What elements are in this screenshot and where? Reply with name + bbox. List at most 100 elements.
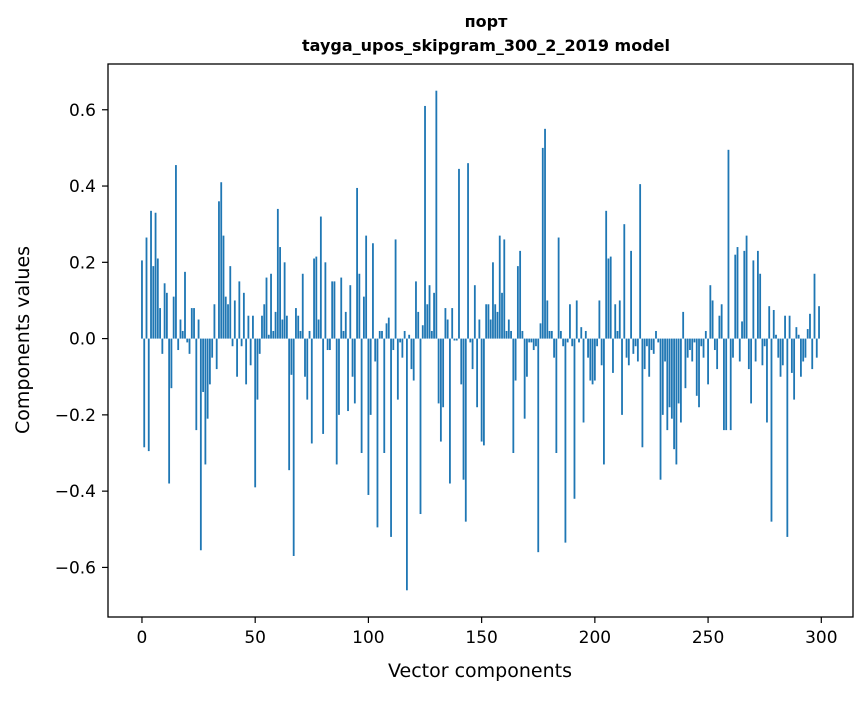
x-tick-label: 150: [465, 628, 497, 648]
bar: [630, 250, 632, 339]
bar: [736, 247, 739, 339]
bar: [670, 338, 673, 419]
bar: [770, 338, 773, 522]
bar: [421, 325, 424, 339]
bar: [700, 338, 703, 347]
y-tick-label: 0.2: [69, 253, 96, 273]
bar: [482, 338, 485, 446]
bar: [743, 250, 746, 339]
bar: [537, 338, 540, 553]
bar: [218, 201, 220, 339]
bar: [213, 304, 216, 339]
bar: [727, 149, 730, 339]
bar: [403, 330, 406, 339]
bar: [254, 338, 257, 488]
bar: [208, 338, 211, 385]
bar: [650, 338, 653, 351]
bar: [295, 308, 297, 339]
y-tick-label: −0.6: [55, 558, 96, 578]
bar: [143, 338, 146, 448]
bar: [480, 338, 483, 442]
bar: [691, 338, 694, 362]
bar: [324, 262, 327, 339]
bar: [689, 338, 691, 351]
bar: [541, 147, 544, 339]
bar: [172, 296, 175, 339]
bar: [154, 212, 157, 339]
bar: [768, 306, 771, 339]
bar: [394, 239, 397, 339]
bar: [329, 338, 331, 351]
bar: [664, 338, 666, 362]
bar: [498, 235, 501, 339]
bar: [408, 334, 411, 339]
bar: [781, 338, 784, 366]
bar: [297, 315, 300, 339]
bar: [657, 338, 660, 343]
bar: [301, 273, 304, 339]
bar: [573, 338, 576, 499]
bar: [535, 338, 537, 347]
bar: [163, 283, 166, 339]
bar: [410, 338, 413, 370]
bar: [686, 338, 689, 358]
y-axis-ticks: −0.6 −0.4 −0.2 0.0 0.2 0.4 0.6: [55, 101, 108, 578]
bar: [559, 330, 562, 339]
bar: [197, 319, 200, 339]
bar: [709, 285, 712, 339]
bar: [523, 338, 526, 419]
bar: [747, 338, 750, 370]
bar: [444, 308, 447, 339]
bar: [170, 338, 173, 389]
bar: [809, 313, 811, 339]
bar: [156, 258, 159, 339]
bar: [720, 304, 723, 339]
bar: [598, 300, 601, 339]
bar: [777, 338, 780, 358]
bar: [315, 256, 318, 339]
bar: [646, 338, 648, 347]
bar: [526, 338, 528, 377]
bar: [276, 208, 279, 339]
bar: [725, 338, 728, 431]
bar: [514, 338, 517, 381]
bar: [811, 338, 814, 370]
bar: [349, 285, 352, 339]
bar: [786, 338, 789, 537]
y-tick-label: 0.4: [69, 177, 96, 197]
bar: [399, 338, 402, 343]
bar: [623, 224, 626, 339]
bar: [272, 330, 275, 339]
bar: [553, 338, 555, 358]
bar: [199, 338, 202, 551]
bar: [564, 338, 567, 543]
bar: [775, 334, 777, 339]
bar: [621, 338, 623, 415]
x-tick-label: 100: [352, 628, 384, 648]
bar: [449, 338, 451, 484]
bar: [261, 315, 263, 339]
bar: [267, 334, 270, 339]
bar: [639, 184, 642, 339]
bar: [467, 163, 469, 339]
bar: [501, 292, 503, 339]
y-tick-label: 0.6: [69, 101, 96, 121]
bar: [310, 338, 313, 444]
bar: [220, 182, 223, 339]
bar: [625, 338, 628, 358]
bar: [516, 266, 519, 339]
x-tick-label: 50: [244, 628, 266, 648]
bar: [489, 319, 492, 339]
bar: [804, 338, 807, 358]
bar: [505, 330, 508, 339]
bar: [319, 216, 322, 339]
x-axis-label: Vector components: [388, 660, 572, 682]
bar: [478, 319, 481, 339]
bar: [145, 237, 148, 339]
bar: [285, 315, 288, 339]
bar: [195, 338, 198, 431]
bar: [571, 338, 574, 347]
bar: [584, 330, 587, 339]
bar: [641, 338, 644, 448]
